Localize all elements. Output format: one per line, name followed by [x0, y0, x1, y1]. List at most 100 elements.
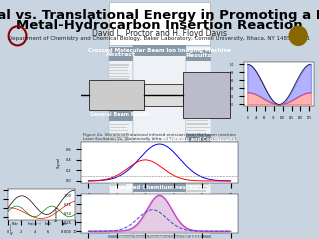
- Bar: [187, 126, 209, 128]
- Bar: [110, 149, 131, 150]
- Bar: [187, 109, 209, 111]
- Bar: [110, 113, 131, 114]
- Bar: [110, 181, 131, 183]
- Bar: [187, 180, 209, 181]
- Text: General Beam Results: General Beam Results: [91, 112, 152, 117]
- Bar: [110, 76, 129, 77]
- Bar: [187, 190, 210, 192]
- Bar: [110, 162, 131, 164]
- Bar: [110, 84, 130, 86]
- Bar: [187, 212, 207, 213]
- Text: E(eV): E(eV): [45, 222, 52, 226]
- Text: Results: Results: [185, 53, 211, 58]
- Bar: [187, 155, 208, 156]
- FancyBboxPatch shape: [186, 49, 211, 61]
- Text: Branching and Conclusions: Branching and Conclusions: [161, 137, 236, 142]
- Bar: [110, 185, 131, 186]
- FancyBboxPatch shape: [133, 182, 186, 192]
- Bar: [110, 139, 130, 141]
- Bar: [110, 142, 130, 144]
- Text: Acknowledgements & Grant: Acknowledgements & Grant: [171, 226, 226, 230]
- Bar: [187, 147, 208, 149]
- FancyBboxPatch shape: [133, 45, 186, 56]
- Bar: [187, 173, 208, 174]
- Bar: [110, 78, 131, 80]
- FancyBboxPatch shape: [108, 2, 211, 55]
- Text: III: III: [9, 229, 11, 234]
- Bar: [187, 123, 207, 125]
- Bar: [187, 198, 210, 199]
- Bar: [110, 110, 127, 112]
- Bar: [110, 130, 129, 131]
- Bar: [187, 201, 209, 202]
- Bar: [187, 130, 207, 131]
- Y-axis label: Signal: Signal: [56, 157, 60, 168]
- Text: David L. Proctor and H. Floyd Davis: David L. Proctor and H. Floyd Davis: [92, 29, 227, 38]
- Bar: [187, 162, 207, 163]
- Bar: [89, 80, 144, 110]
- Bar: [187, 176, 207, 178]
- Text: Department of Chemistry and Chemical Biology, Baker Laboratory, Cornell Universi: Department of Chemistry and Chemical Bio…: [9, 36, 310, 41]
- Bar: [110, 96, 131, 97]
- Bar: [187, 133, 209, 135]
- Bar: [187, 215, 208, 217]
- Bar: [110, 159, 128, 161]
- FancyBboxPatch shape: [109, 47, 133, 61]
- FancyBboxPatch shape: [186, 134, 211, 145]
- Circle shape: [289, 26, 307, 45]
- Bar: [187, 116, 206, 118]
- Text: Abstract: Abstract: [106, 52, 136, 57]
- Y-axis label: Intensity: Intensity: [54, 206, 58, 221]
- Bar: [110, 87, 129, 88]
- Bar: [110, 172, 129, 173]
- Bar: [110, 67, 129, 68]
- Bar: [110, 98, 130, 100]
- FancyBboxPatch shape: [186, 46, 211, 235]
- Bar: [187, 137, 209, 138]
- Bar: [187, 194, 210, 196]
- FancyBboxPatch shape: [186, 222, 211, 233]
- Bar: [187, 113, 207, 114]
- Bar: [110, 146, 131, 147]
- Text: Mode: Mode: [11, 222, 18, 226]
- Text: II: II: [9, 227, 11, 231]
- Bar: [187, 208, 207, 210]
- Text: Vibrational Selectivity: Vibrational Selectivity: [91, 148, 152, 153]
- Text: Freq(cm⁻¹): Freq(cm⁻¹): [28, 222, 42, 226]
- FancyBboxPatch shape: [109, 109, 133, 121]
- Bar: [187, 165, 208, 167]
- Bar: [110, 175, 126, 176]
- Text: Crossed Molecular Beam Ion Imaging Machine: Crossed Molecular Beam Ion Imaging Machi…: [88, 48, 231, 53]
- Bar: [110, 107, 130, 109]
- FancyBboxPatch shape: [133, 46, 186, 142]
- Text: Rate: Rate: [62, 222, 67, 226]
- Bar: [144, 84, 183, 106]
- Bar: [110, 124, 127, 125]
- Bar: [187, 158, 206, 160]
- X-axis label: Velocity (cm/sec): Velocity (cm/sec): [144, 202, 175, 206]
- Bar: [110, 70, 130, 71]
- Bar: [108, 235, 211, 238]
- Text: Metal-Hydrocarbon Insertion Reaction: Metal-Hydrocarbon Insertion Reaction: [16, 18, 303, 32]
- Bar: [187, 205, 210, 206]
- Text: I: I: [9, 224, 10, 228]
- Bar: [110, 133, 128, 135]
- Bar: [110, 81, 130, 83]
- Bar: [187, 169, 209, 170]
- Bar: [110, 73, 130, 74]
- Text: Vibrational vs. Translational Energy in Promoting a Prototype: Vibrational vs. Translational Energy in …: [0, 9, 319, 22]
- Bar: [110, 165, 127, 167]
- Bar: [187, 183, 209, 185]
- Text: Laser Excitation Vs. Vibrationally Infrared Stimulated Distribution (cm/sec): Laser Excitation Vs. Vibrationally Infra…: [83, 137, 236, 141]
- Bar: [110, 64, 131, 65]
- Bar: [110, 178, 131, 179]
- Text: National Science Foundation Grant CHE-####: National Science Foundation Grant CHE-##…: [118, 235, 201, 239]
- FancyBboxPatch shape: [109, 46, 133, 235]
- Bar: [110, 90, 129, 91]
- Text: IV: IV: [9, 232, 12, 236]
- FancyBboxPatch shape: [109, 145, 133, 157]
- Bar: [110, 169, 132, 170]
- Bar: [187, 187, 209, 188]
- Bar: [187, 151, 209, 152]
- Bar: [110, 101, 130, 103]
